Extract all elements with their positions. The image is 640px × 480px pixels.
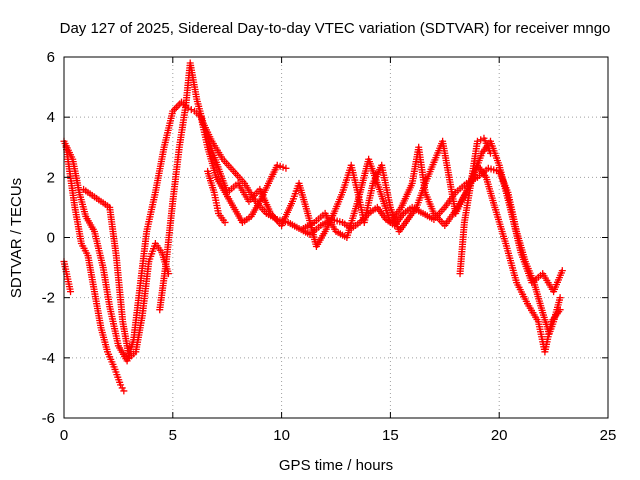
data-point-marker [67, 288, 75, 296]
series-trace-2 [62, 143, 128, 395]
axis-ticks: 0 5 10 15 20 25 -6 -4 -2 0 2 4 6 [42, 49, 617, 444]
data-point-marker [556, 294, 564, 302]
series-trace-9 [204, 167, 229, 226]
data-point-marker [477, 136, 485, 144]
x-tick-label: 0 [60, 427, 68, 444]
x-tick-label: 5 [169, 427, 177, 444]
series-trace-3 [80, 185, 172, 362]
x-axis-label: GPS time / hours [279, 457, 393, 474]
x-tick-label: 20 [491, 427, 508, 444]
y-tick-label: 2 [47, 169, 55, 186]
y-axis-label: SDTVAR / TECUs [8, 178, 25, 298]
x-tick-label: 25 [600, 427, 617, 444]
chart-title: Day 127 of 2025, Sidereal Day-to-day VTE… [60, 20, 611, 37]
y-tick-label: -6 [42, 410, 55, 427]
data-point-marker [120, 387, 128, 395]
y-tick-label: -2 [42, 290, 55, 307]
series-trace-4 [156, 59, 564, 338]
y-tick-label: -4 [42, 350, 55, 367]
y-tick-label: 6 [47, 49, 55, 66]
data-point-marker [282, 164, 290, 172]
series-trace-7 [456, 134, 494, 278]
data-point-marker [486, 149, 494, 157]
y-tick-label: 4 [47, 109, 55, 126]
data-point-marker [187, 106, 195, 114]
data-point-marker [117, 381, 125, 389]
data-point-marker [473, 137, 481, 145]
data-point-marker [118, 384, 126, 392]
x-tick-label: 15 [382, 427, 399, 444]
x-tick-label: 10 [273, 427, 290, 444]
data-points [60, 59, 566, 395]
data-point-marker [221, 218, 229, 226]
data-point-marker [558, 267, 566, 275]
grid [64, 57, 608, 418]
y-tick-label: 0 [47, 230, 55, 247]
data-point-marker [556, 306, 564, 314]
